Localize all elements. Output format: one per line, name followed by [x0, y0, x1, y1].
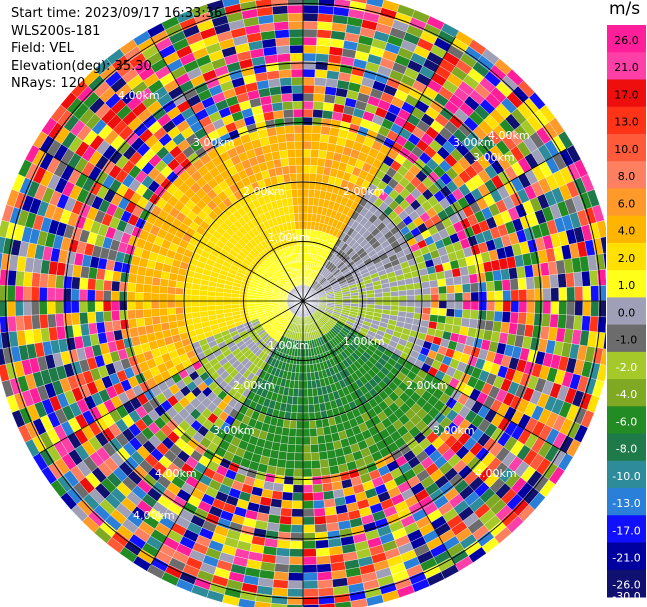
colorbar-tick-label: 21.0 — [614, 61, 639, 74]
field-label: Field: VEL — [11, 41, 74, 56]
gate — [600, 236, 606, 254]
station-label: WLS200s-181 — [11, 23, 101, 39]
start-time-label: Start time: 2023/09/17 16:33:36 — [11, 6, 223, 21]
colorbar-tick-label: -6.0 — [616, 415, 637, 428]
colorbar-tick-label: 13.0 — [614, 116, 639, 129]
colorbar-tick-label: -30.0 — [612, 590, 640, 603]
colorbar-tick-label: 4.0 — [618, 225, 636, 238]
colorbar-tick-label: 6.0 — [618, 197, 636, 210]
gate — [603, 252, 606, 270]
metadata-block: Start time: 2023/09/17 16:33:36 WLS200s-… — [11, 5, 222, 93]
colorbar-tick-label: -17.0 — [612, 524, 640, 537]
colorbar-tick-label: -4.0 — [616, 388, 637, 401]
colorbar-tick-label: -2.0 — [616, 361, 637, 374]
gate — [605, 268, 606, 280]
colorbar-tick-label: -1.0 — [616, 334, 637, 347]
colorbar-tick-label: 8.0 — [618, 170, 636, 183]
colorbar-tick-label: -10.0 — [612, 470, 640, 483]
colorbar-tick-label: 1.0 — [618, 279, 636, 292]
colorbar-tick-label: 17.0 — [614, 88, 639, 101]
nrays-label: NRays: 120 — [11, 76, 86, 91]
colorbar-tick-label: 2.0 — [618, 252, 636, 265]
colorbar-tick-label: -21.0 — [612, 552, 640, 565]
colorbar-tick-label: 0.0 — [618, 306, 636, 319]
colorbar-unit-label: m/s — [609, 0, 641, 19]
elevation-label: Elevation(deg): 35.30 — [11, 58, 152, 74]
colorbar-tick-label: -8.0 — [616, 443, 637, 456]
colorbar-tick-label: 10.0 — [614, 143, 639, 156]
colorbar-tick-label: -13.0 — [612, 497, 640, 510]
colorbar-tick-label: 26.0 — [614, 34, 639, 47]
